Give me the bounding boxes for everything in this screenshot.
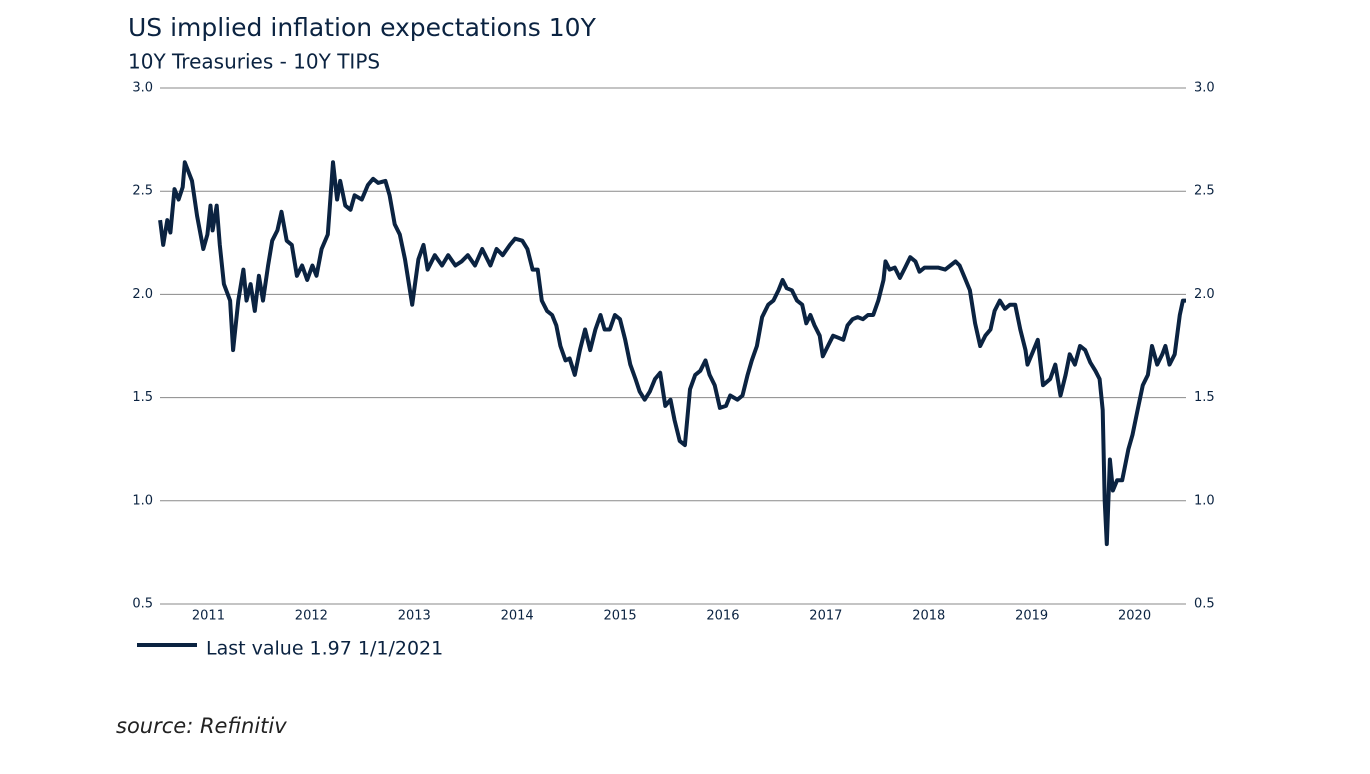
y2-tick-label: 3.0	[1194, 81, 1215, 96]
y2-tick-label: 1.5	[1194, 390, 1215, 405]
x-tick-label: 2016	[706, 609, 739, 624]
source-note: source: Refinitiv	[116, 714, 287, 738]
y-tick-label: 1.5	[132, 390, 153, 405]
y-tick-label: 1.0	[132, 493, 153, 508]
x-tick-label: 2017	[809, 609, 842, 624]
y2-tick-label: 2.0	[1194, 287, 1215, 302]
x-tick-label: 2015	[604, 609, 637, 624]
y-tick-label: 2.5	[132, 184, 153, 199]
chart-subtitle: 10Y Treasuries - 10Y TIPS	[128, 50, 380, 74]
data-line	[158, 160, 1186, 547]
chart-title: US implied inflation expectations 10Y	[128, 13, 597, 42]
x-tick-label: 2012	[295, 609, 328, 624]
x-tick-label: 2014	[501, 609, 534, 624]
y-tick-label: 0.5	[132, 597, 153, 612]
x-tick-label: 2018	[912, 609, 945, 624]
legend-label: Last value 1.97 1/1/2021	[206, 638, 443, 660]
y-tick-label: 2.0	[132, 287, 153, 302]
y-tick-label: 3.0	[132, 81, 153, 96]
x-tick-label: 2019	[1015, 609, 1048, 624]
x-tick-label: 2013	[398, 609, 431, 624]
x-tick-label: 2020	[1118, 609, 1151, 624]
y2-tick-label: 1.0	[1194, 493, 1215, 508]
y2-tick-label: 0.5	[1194, 597, 1215, 612]
x-tick-label: 2011	[192, 609, 225, 624]
y2-tick-label: 2.5	[1194, 184, 1215, 199]
